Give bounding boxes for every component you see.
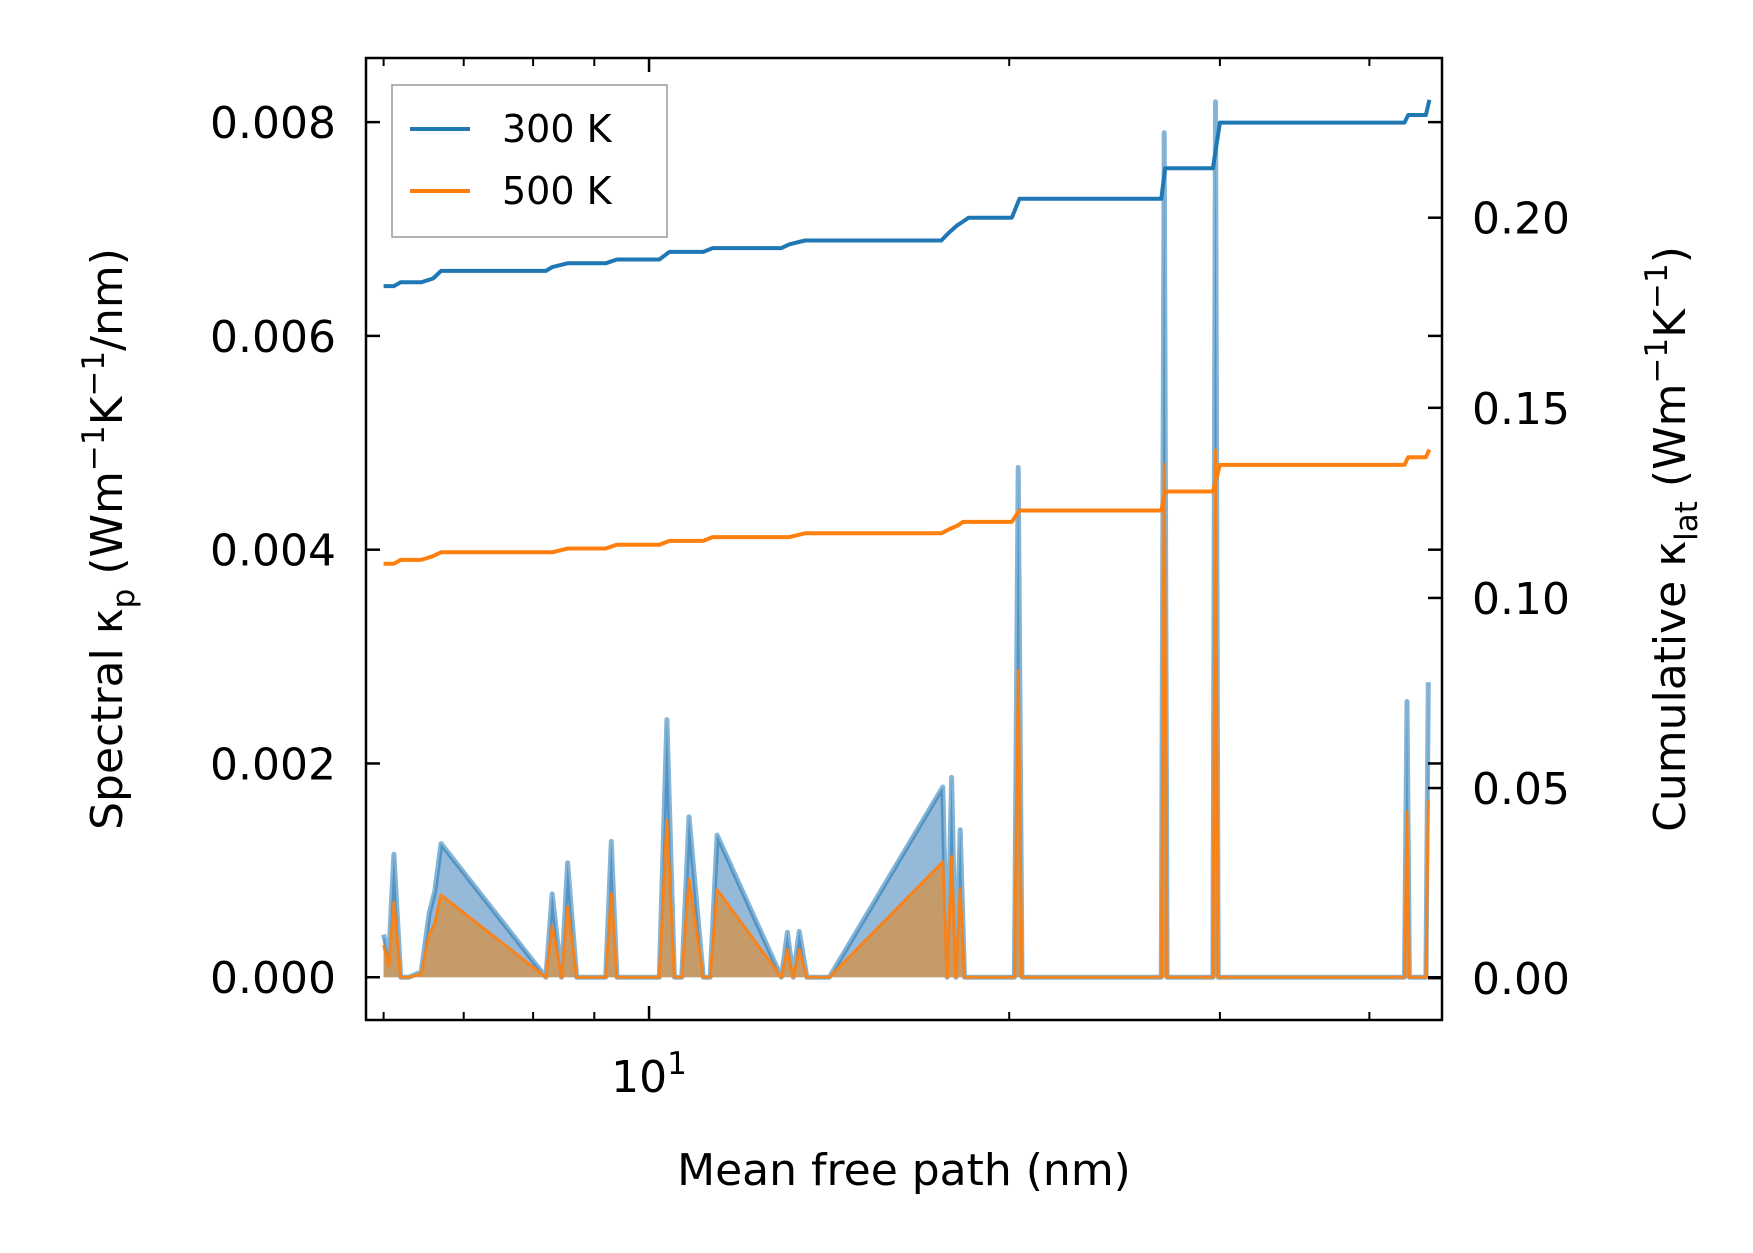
- x-tick-label: 101: [611, 1046, 687, 1103]
- y-left-title-unit-close: /nm): [82, 248, 133, 351]
- y-right-title-unit-close: ): [1645, 246, 1696, 263]
- y-right-tick-label: 0.00: [1472, 954, 1570, 1005]
- y-left-title-mid: K: [82, 395, 133, 425]
- legend: 300 K 500 K: [391, 84, 668, 238]
- y-right-title-mid: K: [1645, 308, 1696, 338]
- y-left-tick-label: 0.004: [210, 526, 336, 577]
- y-right-tick-label: 0.15: [1472, 384, 1570, 435]
- legend-label-300k: 300 K: [502, 107, 613, 151]
- y-right-title-sub: lat: [1669, 501, 1705, 541]
- x-tick-label-exponent: 1: [667, 1046, 687, 1082]
- plot-frame: [364, 56, 1444, 1022]
- y-left-tick-label: 0.008: [210, 98, 336, 149]
- plot-area: [381, 99, 1432, 980]
- x-tick-label-base: 10: [611, 1052, 667, 1103]
- cumulative-300k-line: [383, 99, 1432, 289]
- y-left-tick-label: 0.006: [210, 312, 336, 363]
- y-left-title-sub: p: [106, 589, 142, 609]
- y-left-title-exp2: −1: [76, 351, 112, 397]
- y-right-title-unit-open: (Wm: [1645, 384, 1696, 502]
- y-axis-right-title: Cumulative κlat (Wm−1K−1): [1639, 246, 1705, 832]
- y-left-title-unit-open: (Wm: [82, 471, 133, 589]
- ticks-layer: 0.000 0.002 0.004 0.006 0.008 0.00 0.05 0.10 0.1…: [210, 58, 1570, 1103]
- y-left-tick-label: 0.002: [210, 739, 336, 790]
- y-axis-left-title: Spectral κp (Wm−1K−1/nm): [76, 248, 142, 830]
- y-right-title-exp2: −1: [1639, 263, 1675, 309]
- y-left-title-exp1: −1: [76, 425, 112, 471]
- cumulative-500k-line: [383, 448, 1432, 566]
- x-axis-title: Mean free path (nm): [677, 1145, 1131, 1196]
- legend-box: [391, 84, 668, 238]
- series-layer: [381, 99, 1432, 980]
- y-right-title-main: Cumulative κ: [1645, 541, 1696, 832]
- y-right-tick-label: 0.10: [1472, 574, 1570, 625]
- legend-label-500k: 500 K: [502, 169, 613, 213]
- y-right-tick-label: 0.05: [1472, 764, 1570, 815]
- y-left-tick-label: 0.000: [210, 953, 336, 1004]
- y-right-tick-label: 0.20: [1472, 194, 1570, 245]
- y-left-title-main: Spectral κ: [82, 608, 133, 830]
- y-right-title-exp1: −1: [1639, 338, 1675, 384]
- spectral-500k-line: [382, 448, 1430, 979]
